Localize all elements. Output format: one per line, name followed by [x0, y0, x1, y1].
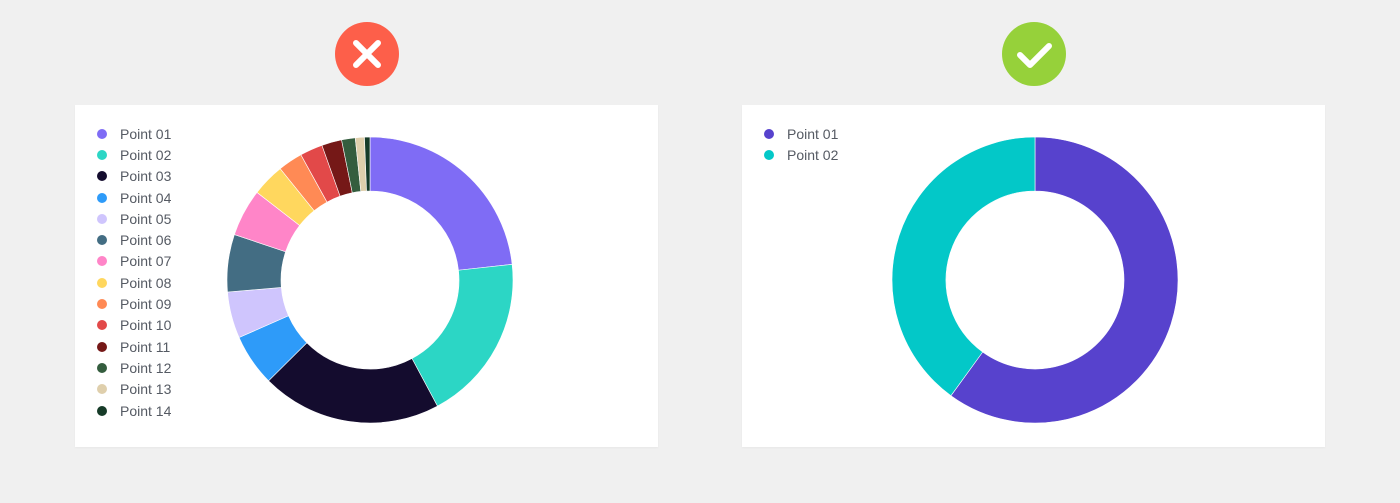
legend-label: Point 08: [120, 274, 172, 291]
good-example-badge: [1002, 22, 1066, 86]
bad-donut-slice-01: [369, 136, 513, 271]
legend-label: Point 01: [120, 125, 172, 142]
legend-label: Point 01: [787, 125, 839, 142]
legend-marker: [97, 256, 107, 267]
close-icon-glyph: [353, 40, 381, 68]
bad-legend-item: Point 14: [97, 400, 171, 421]
good-donut-slice-01: [950, 136, 1179, 424]
good-legend-item: Point 01: [764, 123, 838, 144]
legend-marker: [97, 128, 107, 139]
good-donut-slice-02: [891, 136, 1036, 397]
legend-label: Point 02: [120, 146, 172, 163]
bad-legend-item: Point 03: [97, 166, 171, 187]
bad-legend-item: Point 12: [97, 357, 171, 378]
legend-label: Point 13: [120, 381, 172, 398]
bad-legend-item: Point 07: [97, 251, 171, 272]
bad-legend-item: Point 05: [97, 208, 171, 229]
legend-marker: [97, 192, 107, 203]
bad-example-badge: [335, 22, 399, 86]
legend-label: Point 04: [120, 189, 172, 206]
bad-legend-item: Point 13: [97, 379, 171, 400]
bad-legend-item: Point 02: [97, 144, 171, 165]
legend-label: Point 07: [120, 253, 172, 270]
legend-marker: [97, 235, 107, 246]
legend-marker: [97, 405, 107, 416]
legend-marker: [97, 171, 107, 182]
legend-marker: [97, 149, 107, 160]
bad-chart-legend: Point 01 Point 02 Point 03 Point 04 Point 05…: [97, 123, 171, 421]
bad-legend-item: Point 10: [97, 315, 171, 336]
legend-label: Point 10: [120, 317, 172, 334]
legend-marker: [97, 362, 107, 373]
legend-label: Point 14: [120, 402, 172, 419]
legend-marker: [97, 320, 107, 331]
legend-marker: [97, 277, 107, 288]
good-chart-card: Point 01 Point 02: [742, 105, 1325, 447]
legend-label: Point 05: [120, 210, 172, 227]
bad-chart-card: Point 01 Point 02 Point 03 Point 04 Point 05…: [75, 105, 658, 447]
legend-marker: [97, 299, 107, 310]
bad-legend-item: Point 11: [97, 336, 171, 357]
bad-legend-item: Point 09: [97, 293, 171, 314]
legend-label: Point 09: [120, 296, 172, 313]
legend-marker: [764, 149, 774, 160]
good-legend-item: Point 02: [764, 144, 838, 165]
bad-donut-slice-02: [411, 263, 514, 407]
check-icon-glyph: [1017, 43, 1052, 68]
legend-label: Point 03: [120, 168, 172, 185]
legend-label: Point 02: [787, 146, 839, 163]
bad-legend-item: Point 04: [97, 187, 171, 208]
legend-marker: [97, 384, 107, 395]
bad-legend-item: Point 08: [97, 272, 171, 293]
bad-donut-slice-14: [364, 136, 371, 192]
check-icon: [1002, 22, 1066, 86]
legend-label: Point 06: [120, 232, 172, 249]
good-chart-legend: Point 01 Point 02: [764, 123, 838, 166]
legend-label: Point 12: [120, 359, 172, 376]
close-icon: [335, 22, 399, 86]
legend-marker: [97, 341, 107, 352]
bad-donut-chart: [226, 136, 514, 424]
bad-legend-item: Point 01: [97, 123, 171, 144]
legend-marker: [97, 213, 107, 224]
legend-label: Point 11: [120, 338, 171, 355]
check-icon-circle: [1002, 22, 1066, 86]
bad-legend-item: Point 06: [97, 229, 171, 250]
legend-marker: [764, 128, 774, 139]
good-donut-chart: [891, 136, 1179, 424]
